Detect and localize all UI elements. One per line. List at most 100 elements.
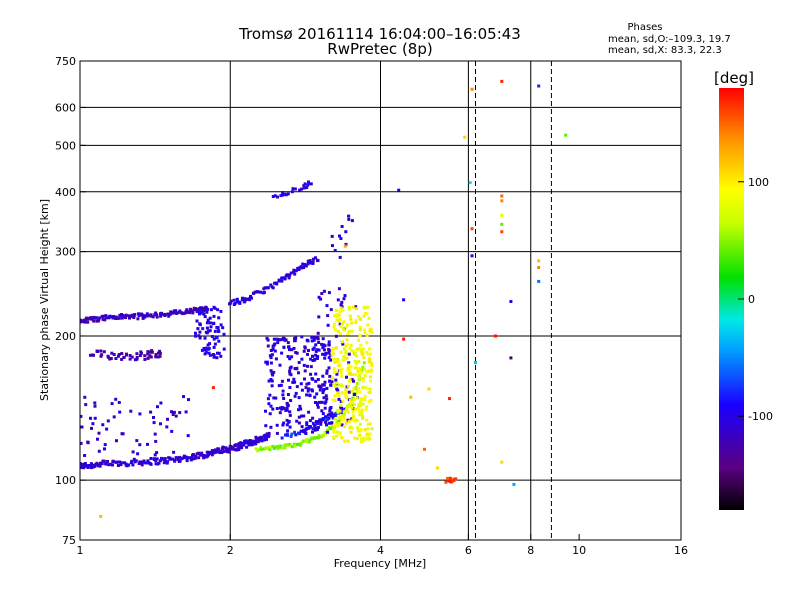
data-point xyxy=(208,353,212,357)
data-point xyxy=(354,385,358,389)
data-point xyxy=(208,316,212,320)
data-point xyxy=(241,296,245,300)
data-point xyxy=(139,351,143,355)
data-point xyxy=(281,191,285,194)
data-point xyxy=(207,451,211,455)
data-point xyxy=(337,313,341,317)
data-point xyxy=(355,419,359,422)
data-point xyxy=(327,340,331,344)
data-point xyxy=(297,361,301,364)
data-point xyxy=(423,447,426,451)
data-point xyxy=(370,362,374,366)
data-point xyxy=(311,359,315,362)
data-point xyxy=(128,354,132,357)
data-point xyxy=(111,459,115,463)
data-point xyxy=(266,286,270,290)
data-point xyxy=(100,462,104,466)
data-point xyxy=(274,396,278,400)
data-point xyxy=(348,371,352,375)
data-point xyxy=(272,337,276,341)
data-point xyxy=(157,461,161,465)
data-point xyxy=(146,356,150,360)
data-point xyxy=(265,360,269,364)
data-point xyxy=(257,290,261,294)
x-tick-label: 4 xyxy=(377,544,384,557)
data-point xyxy=(135,356,139,359)
data-point xyxy=(332,367,336,371)
data-point xyxy=(97,449,101,453)
data-point xyxy=(368,359,372,363)
data-point xyxy=(154,459,158,462)
data-point xyxy=(338,415,342,419)
data-point xyxy=(178,455,182,459)
data-point xyxy=(293,394,297,398)
data-point xyxy=(91,464,95,468)
data-point xyxy=(182,312,186,315)
data-point xyxy=(353,436,357,440)
data-point xyxy=(500,79,504,83)
data-point xyxy=(134,459,138,463)
data-point xyxy=(206,343,210,347)
data-point xyxy=(320,292,324,295)
data-point xyxy=(330,352,334,356)
data-point xyxy=(314,349,318,353)
data-point xyxy=(307,410,311,414)
data-point xyxy=(271,407,275,411)
data-point xyxy=(355,354,358,358)
data-point xyxy=(305,382,309,386)
data-point xyxy=(141,316,145,320)
data-point xyxy=(317,435,321,439)
data-point xyxy=(316,378,320,381)
data-point xyxy=(337,330,340,333)
data-point xyxy=(211,386,215,390)
data-point xyxy=(312,336,316,339)
data-point xyxy=(346,410,350,414)
data-point xyxy=(340,410,344,414)
data-point xyxy=(83,395,87,399)
data-point xyxy=(280,406,284,409)
data-point xyxy=(295,366,299,370)
data-point xyxy=(337,394,341,398)
data-point xyxy=(330,349,334,353)
data-point xyxy=(228,301,232,305)
data-point xyxy=(357,403,361,407)
colorbar-tick-label: -100 xyxy=(748,410,773,423)
data-point xyxy=(202,347,206,350)
data-point xyxy=(269,404,273,408)
data-point xyxy=(354,407,358,411)
data-point xyxy=(303,186,306,190)
data-point xyxy=(358,333,362,337)
data-point xyxy=(293,380,297,384)
data-point xyxy=(366,423,370,426)
data-point xyxy=(248,298,252,302)
data-point xyxy=(327,356,331,360)
data-point xyxy=(333,322,336,326)
data-point xyxy=(155,451,159,455)
data-point xyxy=(105,427,109,431)
data-point xyxy=(342,297,346,301)
data-point xyxy=(362,361,366,365)
data-point xyxy=(133,358,137,362)
data-point xyxy=(198,330,202,334)
data-point xyxy=(156,351,160,355)
data-point xyxy=(262,438,266,442)
data-point xyxy=(368,387,372,391)
data-point xyxy=(314,256,317,260)
data-point xyxy=(324,420,328,424)
data-point xyxy=(359,437,363,441)
data-point xyxy=(342,347,346,351)
data-point xyxy=(207,346,211,350)
data-point xyxy=(271,195,275,198)
data-point xyxy=(537,266,541,269)
data-point xyxy=(129,461,133,465)
data-point xyxy=(288,386,292,389)
data-point xyxy=(348,378,352,382)
data-point xyxy=(358,325,362,329)
data-point xyxy=(333,423,337,426)
data-point xyxy=(212,337,216,341)
data-point xyxy=(361,367,365,371)
data-point xyxy=(103,447,106,451)
data-point xyxy=(152,421,156,425)
x-tick-label: 1 xyxy=(77,544,84,557)
data-point xyxy=(130,313,134,317)
